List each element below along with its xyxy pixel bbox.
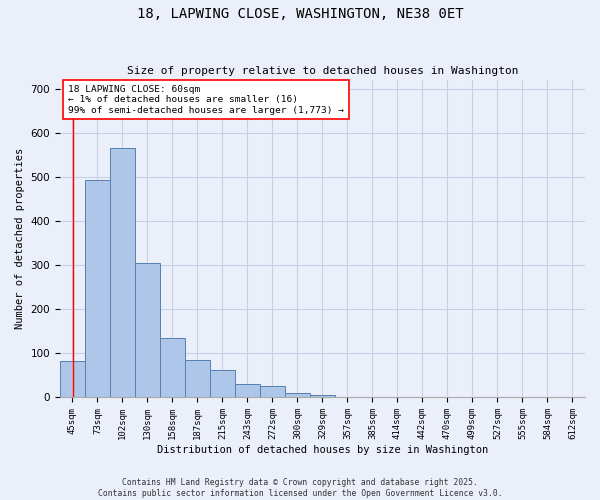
Text: 18, LAPWING CLOSE, WASHINGTON, NE38 0ET: 18, LAPWING CLOSE, WASHINGTON, NE38 0ET bbox=[137, 8, 463, 22]
Bar bbox=[110, 148, 135, 398]
Text: 18 LAPWING CLOSE: 60sqm
← 1% of detached houses are smaller (16)
99% of semi-det: 18 LAPWING CLOSE: 60sqm ← 1% of detached… bbox=[68, 85, 344, 114]
Bar bbox=[285, 392, 310, 398]
X-axis label: Distribution of detached houses by size in Washington: Distribution of detached houses by size … bbox=[157, 445, 488, 455]
Bar bbox=[60, 361, 85, 398]
Bar bbox=[135, 263, 160, 398]
Text: Contains HM Land Registry data © Crown copyright and database right 2025.
Contai: Contains HM Land Registry data © Crown c… bbox=[98, 478, 502, 498]
Bar bbox=[210, 370, 235, 398]
Bar bbox=[160, 338, 185, 398]
Bar bbox=[260, 386, 285, 398]
Bar bbox=[235, 384, 260, 398]
Title: Size of property relative to detached houses in Washington: Size of property relative to detached ho… bbox=[127, 66, 518, 76]
Bar bbox=[310, 396, 335, 398]
Y-axis label: Number of detached properties: Number of detached properties bbox=[15, 148, 25, 330]
Bar bbox=[85, 180, 110, 398]
Bar bbox=[185, 360, 210, 398]
